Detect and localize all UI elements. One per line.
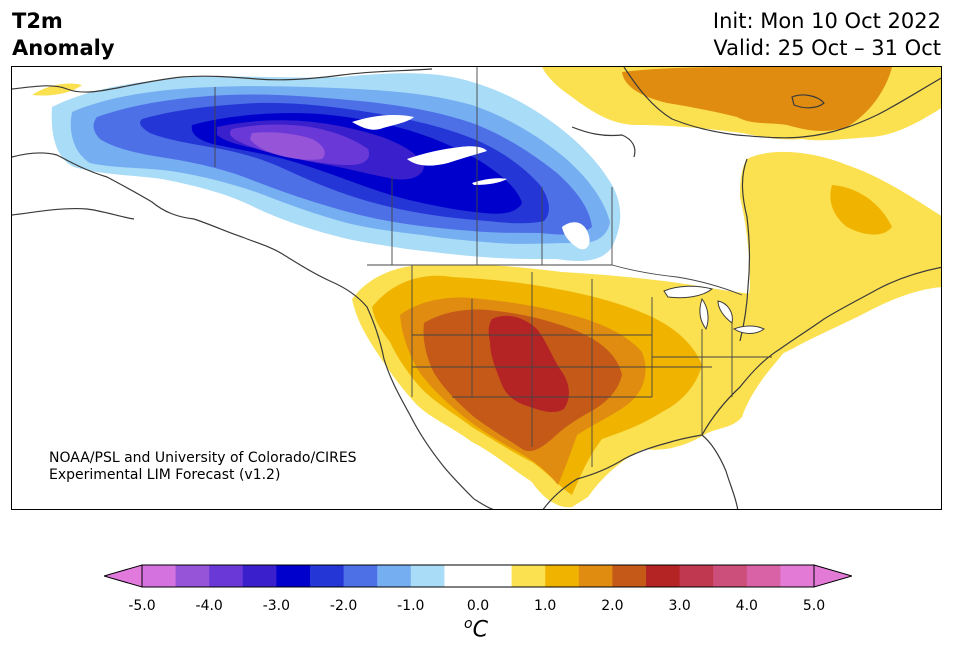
map-title: T2m Anomaly [12,8,115,62]
colorbar-swatch [780,565,815,587]
lake-athabasca [472,178,507,185]
variable-label: T2m [12,9,63,33]
colorbar-swatch [646,565,681,587]
credit-text: NOAA/PSL and University of Colorado/CIRE… [49,450,357,484]
anomaly-map [11,66,942,510]
colorbar-swatch [578,565,613,587]
warm-region-quebec-core [830,185,892,235]
great-lakes [663,285,765,334]
colorbar-swatch [746,565,781,587]
colorbar-unit: oC [464,616,488,642]
lake-great-bear [352,114,414,130]
colorbar-under-arrow [104,564,143,588]
colorbar-swatch [343,565,378,587]
init-date: Init: Mon 10 Oct 2022 [712,9,941,33]
colorbar-tick-label: -4.0 [195,598,223,614]
colorbar-over-arrow [813,564,852,588]
colorbar-tick-label: -2.0 [329,598,358,614]
cold-region-core [250,132,325,160]
credit-line-1: NOAA/PSL and University of Colorado/CIRE… [49,450,357,466]
map-canvas [12,67,941,509]
valid-range: Valid: 25 Oct – 31 Oct [713,36,941,60]
colorbar-swatch [209,565,244,587]
warm-region-greenland-core [622,67,892,131]
colorbar-swatch [175,565,210,587]
colorbar-tick-label: 1.0 [534,598,557,614]
colorbar-tick-label: 5.0 [802,598,826,614]
hudson-bay-fragment [562,222,590,250]
unit-superscript: o [464,616,473,632]
coastlines [12,67,941,509]
colorbar-swatch [276,565,311,587]
colorbar-tick-label: 0.0 [466,598,490,614]
colorbar-tick-label: -3.0 [262,598,291,614]
forecast-dates: Init: Mon 10 Oct 2022 Valid: 25 Oct – 31… [713,8,941,62]
colorbar-swatch [377,565,412,587]
colorbar-tick-label: 3.0 [668,598,691,614]
political-borders [214,67,772,467]
colorbar-tick-label: 2.0 [601,598,624,614]
colorbar-swatch [444,565,479,587]
colorbar-swatch [478,565,513,587]
lake-great-slave [407,146,487,166]
colorbar-swatch [612,565,647,587]
warm-region-alaska-edge [32,83,82,96]
colorbar-swatch [679,565,714,587]
colorbar-swatch [545,565,580,587]
warm-region-us-core [488,315,569,413]
colorbar-swatch [310,565,345,587]
colorbar-tick-label: -1.0 [397,598,425,614]
colorbar [104,564,852,588]
anomaly-label: Anomaly [12,36,115,60]
colorbar-swatch [242,565,277,587]
colorbar-outline [141,564,815,588]
colorbar-tick-label: -5.0 [128,598,156,614]
colorbar-swatch [713,565,748,587]
colorbar-swatch [142,565,177,587]
unit-letter: C [472,617,488,643]
credit-line-2: Experimental LIM Forecast (v1.2) [49,467,281,483]
colorbar-swatch [511,565,546,587]
colorbar-tick-label: 4.0 [735,598,758,614]
colorbar-swatch [410,565,445,587]
